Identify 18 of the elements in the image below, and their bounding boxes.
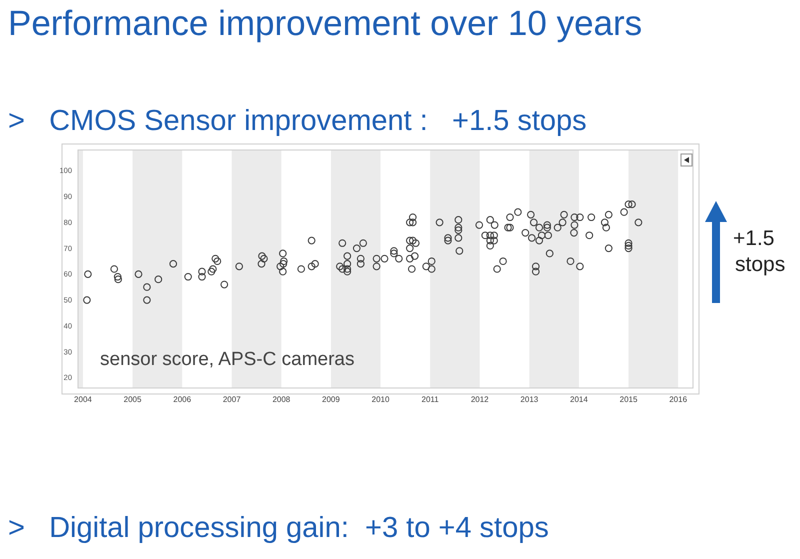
x-tick-label: 2012 xyxy=(470,395,490,404)
x-tick-label: 2009 xyxy=(322,395,340,404)
text: +1.5 stops xyxy=(733,227,786,276)
x-tick-label: 2014 xyxy=(570,395,588,404)
chart-title: Performance improvement over 10 years xyxy=(8,4,642,43)
x-tick-label: 2005 xyxy=(124,395,142,404)
x-tick-label: 2013 xyxy=(520,395,539,404)
x-tick-label: 2015 xyxy=(620,395,638,404)
annotation: sensor score, APS-C cameras xyxy=(100,349,354,370)
x-tick-label: 2011 xyxy=(422,395,440,404)
x-tick-label: 2008 xyxy=(272,395,291,404)
text: > Digital processing gain: +3 to +4 stops xyxy=(8,512,549,544)
x-tick-label: 2016 xyxy=(669,395,688,404)
x-tick-label: 2010 xyxy=(372,395,390,404)
x-tick-label: 2007 xyxy=(222,395,242,404)
x-tick-label: 2004 xyxy=(74,395,92,404)
x-tick-label: 2006 xyxy=(173,395,192,404)
chart-subtitle: > CMOS Sensor improvement : +1.5 stops xyxy=(8,105,587,137)
